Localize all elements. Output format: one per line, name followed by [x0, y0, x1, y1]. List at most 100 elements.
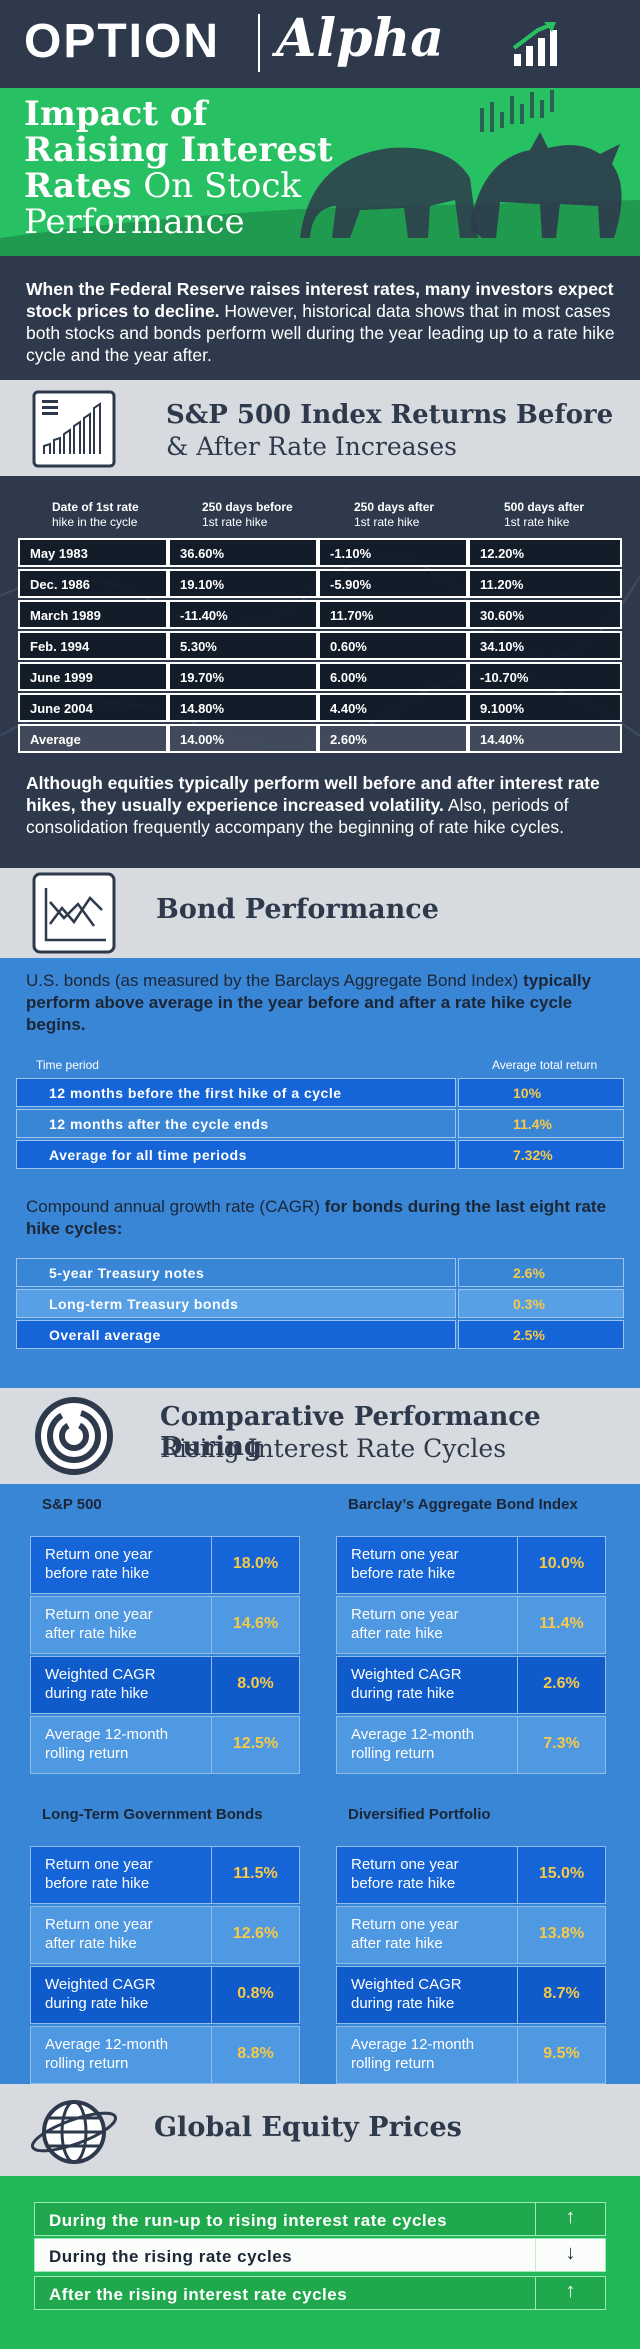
table-cell: 6.00%: [318, 662, 468, 691]
table-cell: 14.80%: [168, 693, 318, 722]
table-row: March 1989 -11.40% 11.70% 30.60%: [18, 600, 622, 631]
group-title: Barclay’s Aggregate Bond Index: [348, 1496, 578, 1513]
section-sp500-header: S&P 500 Index Returns Before & After Rat…: [0, 380, 640, 476]
table-row: June 2004 14.80% 4.40% 9.100%: [18, 693, 622, 724]
list-item: Return one year after rate hike 11.4%: [336, 1596, 606, 1654]
metric-label-line1: Weighted CAGR: [351, 1666, 462, 1683]
hero-title: Impact of Raising Interest Rates On Stoc…: [24, 96, 364, 240]
bond-return-table: 12 months before the first hike of a cyc…: [16, 1078, 624, 1171]
metric-label: Return one year after rate hike: [337, 1597, 517, 1653]
table-cell: 5.30%: [168, 631, 318, 660]
metric-label-line2: after rate hike: [351, 1625, 443, 1642]
metric-label-line2: rolling return: [351, 2055, 435, 2072]
table-cell: 36.60%: [168, 538, 318, 567]
col-header-before: 250 days before 1st rate hike: [202, 500, 293, 529]
metric-value: 11.4%: [517, 1597, 605, 1653]
metric-label: Average 12-month rolling return: [337, 2027, 517, 2083]
metric-label-line2: rolling return: [351, 1745, 435, 1762]
table-cell: June 1999: [18, 662, 168, 691]
metric-value: 14.6%: [211, 1597, 299, 1653]
col-header-date: Date of 1st rate hike in the cycle: [52, 500, 139, 529]
table-row: Average for all time periods 7.32%: [16, 1140, 624, 1171]
metric-label-line2: before rate hike: [351, 1565, 456, 1582]
table-cell: 2.60%: [318, 724, 468, 753]
metric-value: 11.5%: [211, 1847, 299, 1903]
metric-label-line1: Return one year: [351, 1916, 459, 1933]
hero-banner: Impact of Raising Interest Rates On Stoc…: [0, 88, 640, 256]
table-cell: 14.00%: [168, 724, 318, 753]
list-item: Weighted CAGR during rate hike 8.0%: [30, 1656, 300, 1714]
table-cell: -5.90%: [318, 569, 468, 598]
sp500-returns-table: May 1983 36.60% -1.10% 12.20% Dec. 1986 19.10…: [18, 538, 622, 755]
table-cell: Average: [18, 724, 168, 753]
sp500-note: Although equities typically perform well…: [26, 773, 600, 837]
list-item: Return one year before rate hike 18.0%: [30, 1536, 300, 1594]
trend-arrow-icon: ↑: [535, 2203, 605, 2235]
metric-label-line2: after rate hike: [351, 1935, 443, 1952]
metric-value: 15.0%: [517, 1847, 605, 1903]
metric-label-line1: Return one year: [45, 1916, 153, 1933]
logo-option-text: OPTION: [24, 15, 221, 68]
target-circle-icon: [22, 1390, 126, 1480]
metric-label-line2: during rate hike: [351, 1685, 455, 1702]
hero-title-line1: Impact of: [24, 94, 208, 134]
table-row: 5-year Treasury notes 2.6%: [16, 1258, 624, 1289]
intro-rest: However, historical data shows that in m…: [26, 301, 615, 365]
row-value: 2.6%: [458, 1258, 624, 1287]
equity-period-label: During the run-up to rising interest rat…: [49, 2211, 448, 2230]
metric-value: 12.6%: [211, 1907, 299, 1963]
table-cell: 19.10%: [168, 569, 318, 598]
metric-value: 9.5%: [517, 2027, 605, 2083]
bear-bull-silhouette: [0, 90, 640, 256]
metric-label-line2: during rate hike: [45, 1995, 149, 2012]
metric-label: Return one year before rate hike: [337, 1537, 517, 1593]
table-cell: -1.10%: [318, 538, 468, 567]
group-title: S&P 500: [42, 1496, 102, 1513]
section2-title: Bond Performance: [156, 894, 439, 925]
equity-period-label: During the rising rate cycles: [49, 2247, 293, 2266]
metric-label-line2: rolling return: [45, 1745, 129, 1762]
metric-label-line2: rolling return: [45, 2055, 129, 2072]
metric-label: Return one year before rate hike: [31, 1847, 211, 1903]
row-label: 12 months before the first hike of a cyc…: [16, 1078, 456, 1107]
metric-label: Return one year after rate hike: [31, 1907, 211, 1963]
table-row: Average 14.00% 2.60% 14.40%: [18, 724, 622, 755]
metric-label: Average 12-month rolling return: [31, 1717, 211, 1773]
row-label: Overall average: [16, 1320, 456, 1349]
table-cell: Dec. 1986: [18, 569, 168, 598]
metric-label: Average 12-month rolling return: [31, 2027, 211, 2083]
metric-label-line2: after rate hike: [45, 1935, 137, 1952]
row-label: 5-year Treasury notes: [16, 1258, 456, 1287]
metric-value: 2.6%: [517, 1657, 605, 1713]
metric-label-line2: before rate hike: [45, 1565, 150, 1582]
table-cell: -11.40%: [168, 600, 318, 629]
list-item: Average 12-month rolling return 12.5%: [30, 1716, 300, 1774]
section-global-equity-body: During the run-up to rising interest rat…: [0, 2176, 640, 2349]
metric-label: Return one year after rate hike: [337, 1907, 517, 1963]
metric-label-line1: Weighted CAGR: [45, 1976, 156, 1993]
section-comparative-body: S&P 500 Return one year before rate hike 18…: [0, 1484, 640, 2084]
list-item: Return one year after rate hike 12.6%: [30, 1906, 300, 1964]
logo-divider: [258, 14, 260, 72]
list-item: Average 12-month rolling return 9.5%: [336, 2026, 606, 2084]
metric-value: 12.5%: [211, 1717, 299, 1773]
section1-title-line2: & After Rate Increases: [166, 432, 457, 461]
group-grid: Return one year before rate hike 11.5% Retu…: [30, 1846, 300, 2086]
table-cell: 19.70%: [168, 662, 318, 691]
section-sp500-body: Date of 1st rate hike in the cycle 250 da…: [0, 476, 640, 868]
growth-chart-icon: [22, 384, 126, 474]
table-cell: 34.10%: [468, 631, 622, 660]
list-item: Weighted CAGR during rate hike 0.8%: [30, 1966, 300, 2024]
table-cell: 11.70%: [318, 600, 468, 629]
table-row: 12 months after the cycle ends 11.4%: [16, 1109, 624, 1140]
metric-label-line1: Average 12-month: [351, 1726, 475, 1743]
list-item: During the run-up to rising interest rat…: [34, 2202, 606, 2236]
metric-label: Weighted CAGR during rate hike: [337, 1967, 517, 2023]
section-bond-header: Bond Performance: [0, 868, 640, 958]
bond-cagr-intro: Compound annual growth rate (CAGR) for b…: [26, 1197, 607, 1238]
volatility-chart-icon: [22, 868, 126, 958]
table-cell: 30.60%: [468, 600, 622, 629]
metric-value: 10.0%: [517, 1537, 605, 1593]
group-grid: Return one year before rate hike 18.0% Retu…: [30, 1536, 300, 1776]
equity-period-label: After the rising interest rate cycles: [49, 2285, 348, 2304]
